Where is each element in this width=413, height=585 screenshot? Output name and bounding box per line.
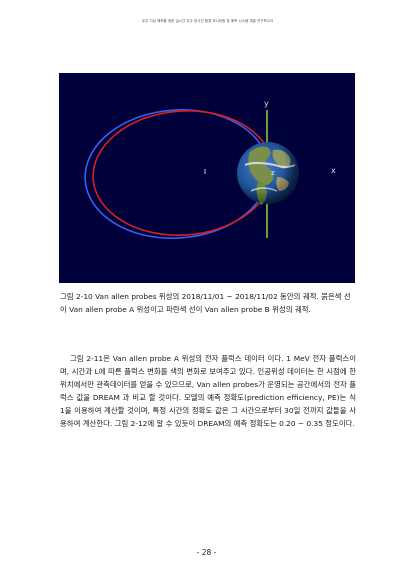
axis-y-label: y <box>264 99 269 108</box>
earth-globe <box>237 142 299 205</box>
figure-caption: 그림 2-10 Van allen probes 위성의 2018/11/01 … <box>60 292 351 314</box>
orbit-plot: y x z <box>84 99 336 239</box>
paragraph: 그림 2-11은 Van allen probe A 위성의 전자 플럭스 데이… <box>60 354 356 428</box>
axis-z-label: z <box>271 169 275 177</box>
orbit-figure: y x z <box>59 73 355 283</box>
body-text: 그림 2-11은 Van allen probe A 위성의 전자 플럭스 데이… <box>60 352 356 430</box>
page-header: 우주 기상 예보를 위한 실시간 우주 방사선 환경 모니터링 및 예측 시스템… <box>141 19 274 23</box>
axis-x-label: x <box>331 166 336 175</box>
page-number: - 28 - <box>196 548 217 557</box>
